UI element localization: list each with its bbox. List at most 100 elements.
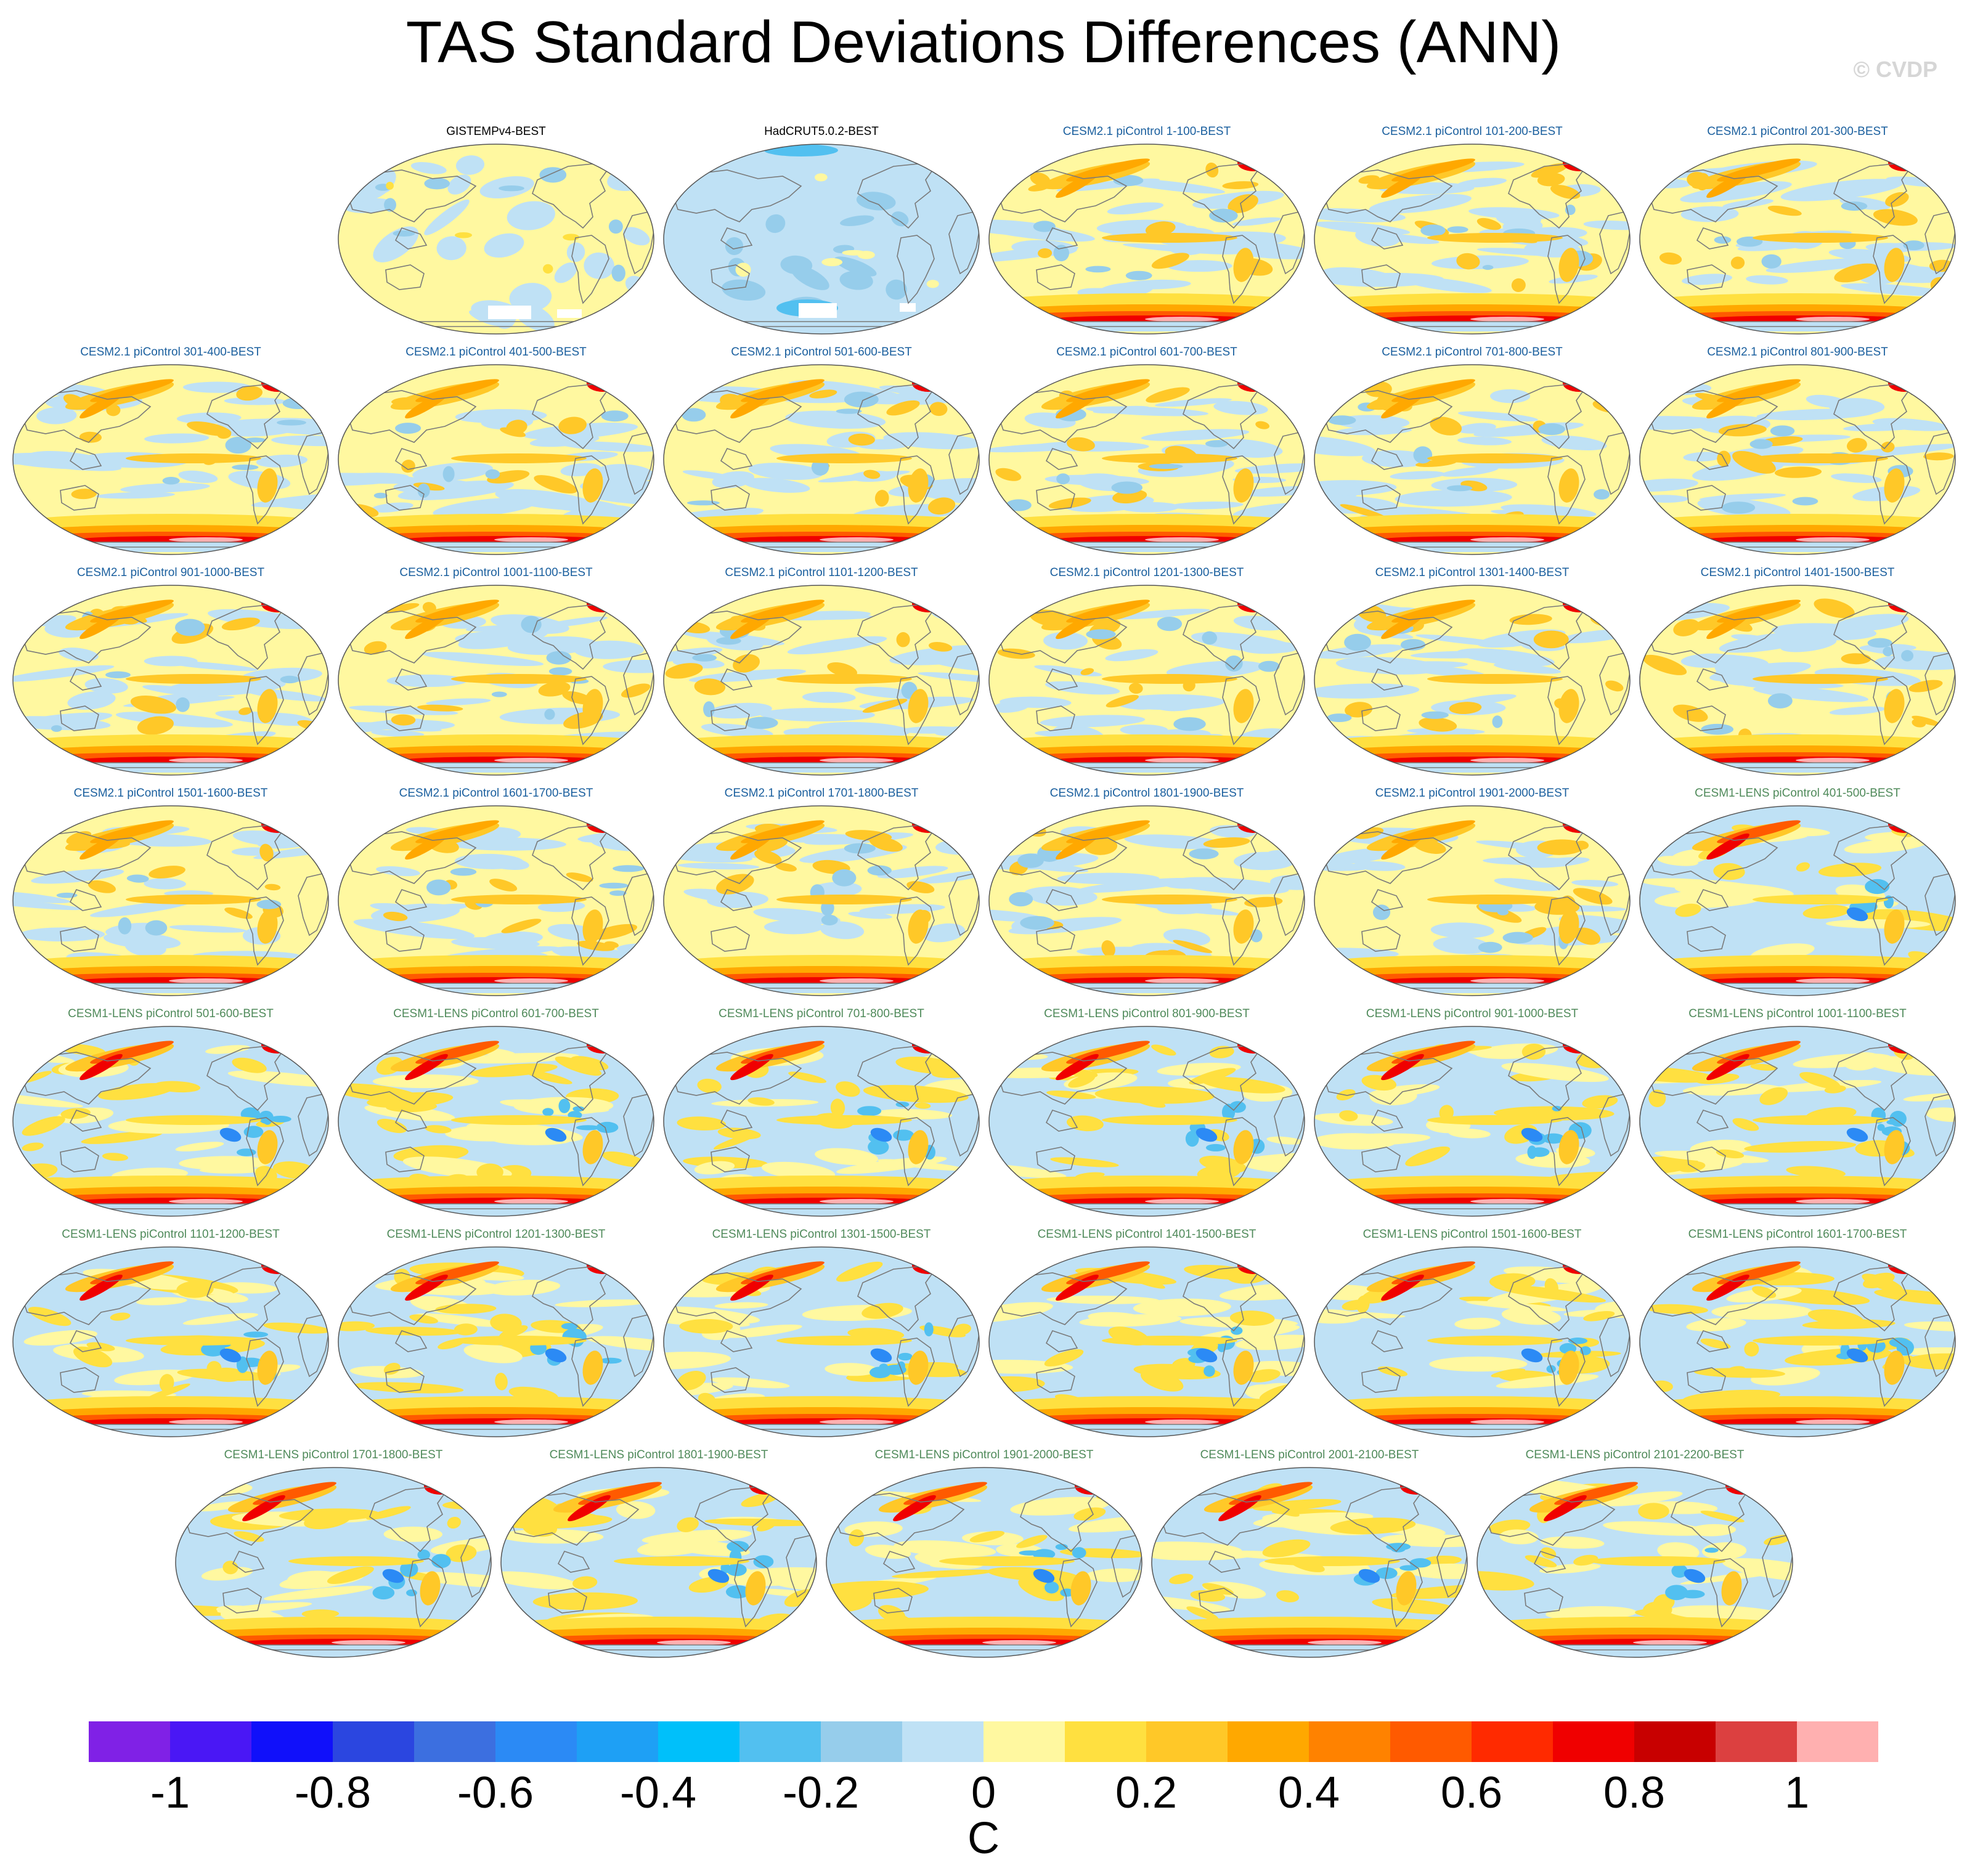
map-outline xyxy=(1639,585,1956,776)
colorbar-boxes xyxy=(89,1721,1878,1762)
coastline xyxy=(60,485,99,511)
map-robinson xyxy=(988,585,1305,776)
coastline xyxy=(1647,390,1778,443)
map-robinson xyxy=(1639,585,1956,776)
coastline xyxy=(1361,485,1401,511)
panel-title: CESM1-LENS piControl 1201-1300-BEST xyxy=(386,1228,606,1241)
coastline xyxy=(1045,448,1078,470)
map-robinson xyxy=(1314,364,1631,555)
coastline xyxy=(1045,1330,1078,1352)
coastline xyxy=(1222,235,1260,304)
panel-title: CESM1-LENS piControl 2101-2200-BEST xyxy=(1525,1448,1745,1461)
coastline xyxy=(1647,1052,1778,1105)
coastline xyxy=(711,705,750,731)
coastline xyxy=(385,705,425,731)
map-panel: CESM2.1 piControl 101-200-BEST xyxy=(1310,123,1634,336)
coastline xyxy=(1036,1147,1075,1172)
coastline xyxy=(1222,1117,1260,1187)
map-outline xyxy=(12,1026,329,1217)
map-panel: CESM2.1 piControl 701-800-BEST xyxy=(1310,344,1634,557)
coastline xyxy=(394,889,428,911)
map-panel: CESM1-LENS piControl 1501-1600-BEST xyxy=(1310,1226,1634,1439)
coastline xyxy=(1710,1558,1748,1628)
coastline xyxy=(222,1588,262,1614)
coastline xyxy=(711,1367,750,1393)
coastline xyxy=(996,1272,1128,1325)
map-panel: CESM2.1 piControl 1301-1400-BEST xyxy=(1310,564,1634,778)
map-outline xyxy=(12,805,329,996)
colorbar-box xyxy=(1553,1721,1634,1762)
panel-title: CESM2.1 piControl 701-800-BEST xyxy=(1382,346,1563,359)
map-robinson xyxy=(1314,144,1631,335)
panel-title: CESM2.1 piControl 1601-1700-BEST xyxy=(399,787,593,800)
coastline xyxy=(1687,705,1726,731)
panel-title: CESM2.1 piControl 601-700-BEST xyxy=(1056,346,1237,359)
map-field xyxy=(1640,1247,1955,1437)
coastline xyxy=(1045,1110,1078,1132)
map-outline xyxy=(1314,364,1631,555)
map-panel: CESM2.1 piControl 1601-1700-BEST xyxy=(334,785,658,998)
map-robinson xyxy=(988,1026,1305,1217)
coastline xyxy=(20,390,152,443)
panel-title: CESM1-LENS piControl 601-700-BEST xyxy=(393,1007,599,1020)
coastline xyxy=(571,896,609,966)
watermark: © CVDP xyxy=(1853,57,1937,82)
coastline xyxy=(1687,1147,1726,1172)
map-robinson xyxy=(988,805,1305,996)
colorbar-box xyxy=(89,1721,170,1762)
map-panel: CESM2.1 piControl 1801-1900-BEST xyxy=(985,785,1309,998)
coastline xyxy=(1687,1367,1726,1393)
coastline xyxy=(897,676,935,745)
map-panel: HadCRUT5.0.2-BEST xyxy=(659,123,984,336)
coastline xyxy=(69,889,102,911)
coastline xyxy=(385,1367,425,1393)
map-outline xyxy=(1639,144,1956,335)
coastline xyxy=(1036,1367,1075,1393)
coastline xyxy=(183,1493,314,1546)
colorbar-tick-label: 0.8 xyxy=(1603,1768,1665,1817)
colorbar-box xyxy=(739,1721,821,1762)
coastline xyxy=(232,1551,265,1573)
coastline xyxy=(60,926,99,952)
coastline xyxy=(394,227,428,250)
map-outline xyxy=(12,585,329,776)
coastline xyxy=(711,485,750,511)
colorbar-tick-label: 0 xyxy=(971,1768,996,1817)
map-panel-grid: GISTEMPv4-BEST HadCRUT5.0.2-BEST CESM2.1 p… xyxy=(9,123,1960,1660)
colorbar-box xyxy=(495,1721,577,1762)
coastline xyxy=(394,668,428,691)
coastline xyxy=(1873,455,1911,525)
coastline xyxy=(1696,889,1729,911)
map-panel: CESM2.1 piControl 501-600-BEST xyxy=(659,344,984,557)
coastline xyxy=(1873,676,1911,745)
map-outline xyxy=(12,364,329,555)
coastline xyxy=(720,448,753,470)
coastline xyxy=(1322,169,1453,222)
coastline xyxy=(571,676,609,745)
coastline xyxy=(1222,896,1260,966)
coastline xyxy=(1647,1272,1778,1325)
coastline xyxy=(346,831,477,884)
panel-title: CESM1-LENS piControl 501-600-BEST xyxy=(68,1007,274,1020)
map-field xyxy=(664,1247,979,1437)
coastline xyxy=(548,1588,587,1614)
map-outline xyxy=(1639,1246,1956,1437)
map-panel: CESM1-LENS piControl 1901-2000-BEST xyxy=(822,1447,1146,1660)
map-panel: CESM1-LENS piControl 1601-1700-BEST xyxy=(1635,1226,1960,1439)
map-outline xyxy=(1314,805,1631,996)
map-field xyxy=(1314,144,1630,334)
map-outline xyxy=(663,585,980,776)
map-field xyxy=(989,144,1305,334)
panel-title: CESM1-LENS piControl 1401-1500-BEST xyxy=(1037,1228,1256,1241)
map-field xyxy=(338,1247,654,1437)
colorbar-box xyxy=(1390,1721,1472,1762)
map-field xyxy=(338,585,654,775)
map-field xyxy=(176,1468,491,1657)
coastline xyxy=(1045,668,1078,691)
colorbar-box xyxy=(1146,1721,1228,1762)
coastline xyxy=(1696,1110,1729,1132)
map-robinson xyxy=(1476,1467,1793,1658)
map-panel: CESM2.1 piControl 301-400-BEST xyxy=(9,344,333,557)
panel-title: CESM2.1 piControl 1901-2000-BEST xyxy=(1375,787,1570,800)
map-robinson xyxy=(1314,1026,1631,1217)
